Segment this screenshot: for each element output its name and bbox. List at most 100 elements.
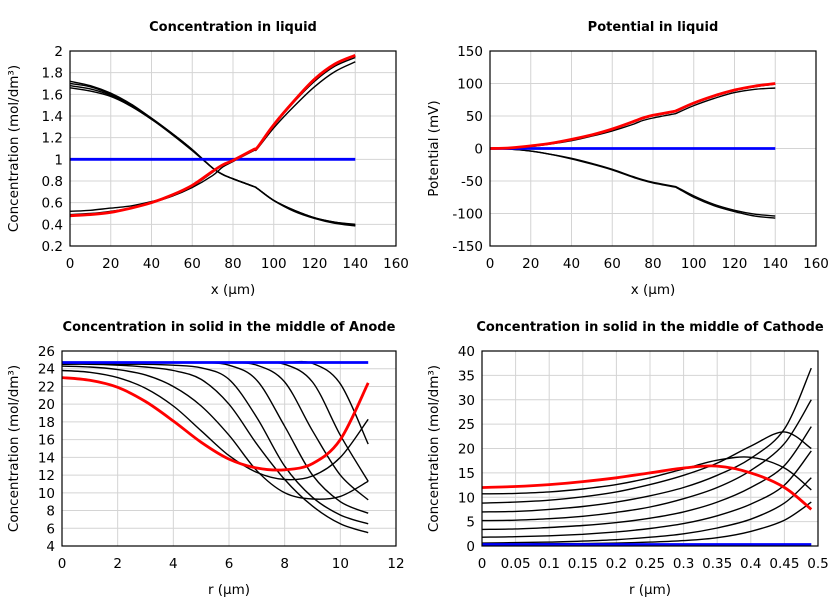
- black-series-line-7: [482, 431, 812, 504]
- x-axis-label: x (µm): [631, 282, 676, 298]
- x-tick-label: 0.45: [769, 556, 799, 572]
- x-axis-label: r (µm): [208, 582, 250, 598]
- black-series-line-8: [62, 369, 369, 481]
- x-tick-label: 0: [66, 256, 75, 272]
- y-tick-label: 0: [474, 142, 483, 158]
- black-series-line-2: [482, 477, 812, 544]
- x-tick-label: 120: [302, 256, 328, 272]
- x-tick-label: 60: [184, 256, 201, 272]
- y-tick-label: -150: [452, 239, 483, 255]
- y-tick-label: 1.4: [42, 109, 63, 125]
- x-tick-label: 8: [280, 556, 289, 572]
- black-series-line-3: [490, 147, 776, 217]
- black-series-line-6: [62, 363, 369, 534]
- y-axis-label: Potential (mV): [426, 100, 442, 196]
- black-series-line-4: [482, 426, 812, 531]
- x-tick-label: 6: [225, 556, 234, 572]
- x-axis-label: x (µm): [211, 282, 256, 298]
- y-tick-label: 150: [457, 44, 483, 60]
- black-series-line-8: [482, 456, 812, 495]
- x-tick-label: 0: [58, 556, 67, 572]
- x-tick-label: 0.25: [635, 556, 665, 572]
- series-group: [62, 360, 370, 534]
- black-series-line-5: [70, 61, 356, 212]
- x-axis-label: r (µm): [629, 582, 671, 598]
- series-group: [490, 82, 776, 219]
- black-series-line-2: [70, 82, 356, 226]
- black-series-line-6: [482, 367, 812, 513]
- black-series-line-5: [482, 399, 812, 522]
- chart-panel-2: 0 20 40 60 80 100 120 140 160 -150 -100 -50 0 50 100 15…: [426, 20, 829, 298]
- y-tick-label: 26: [38, 344, 55, 360]
- y-tick-label: 0.4: [42, 217, 63, 233]
- chart-panel-3: 0 2 4 6 8 10 12468101214161820222426Concentrat…: [6, 320, 405, 598]
- red-series-line-8: [70, 54, 356, 218]
- black-series-line-1: [62, 360, 369, 445]
- chart-title: Concentration in liquid: [149, 20, 317, 35]
- y-tick-label: 1.2: [42, 131, 63, 147]
- y-axis-label: Concentration (mol/dm³): [6, 65, 22, 232]
- y-tick-label: 6: [46, 521, 55, 537]
- x-tick-label: 2: [113, 556, 122, 572]
- chart-panel-4: 0 0.05 0.1 0.15 0.2 0.25 0.3 0.35 0.4 0.45 0.5 0 5 10…: [426, 320, 829, 598]
- y-tick-label: 20: [458, 442, 475, 458]
- series-group: [482, 367, 813, 546]
- x-tick-label: 10: [332, 556, 349, 572]
- black-series-line-1: [490, 87, 776, 150]
- red-series-line-10: [62, 376, 370, 472]
- y-tick-label: 20: [38, 397, 55, 413]
- x-tick-label: 0: [478, 556, 487, 572]
- x-tick-label: 80: [644, 256, 661, 272]
- y-tick-label: 25: [458, 417, 475, 433]
- x-tick-label: 0.1: [538, 556, 559, 572]
- y-tick-label: 8: [46, 504, 55, 520]
- x-tick-label: 0.4: [740, 556, 761, 572]
- x-tick-label: 20: [102, 256, 119, 272]
- plot-frame: [61, 350, 397, 547]
- y-tick-label: 14: [38, 450, 55, 466]
- x-tick-label: 120: [722, 256, 748, 272]
- chart-title: Concentration in solid in the middle of …: [476, 320, 824, 335]
- y-tick-label: 0.8: [42, 174, 63, 190]
- x-tick-label: 0.15: [568, 556, 598, 572]
- y-tick-label: 12: [38, 468, 55, 484]
- x-tick-label: 0: [486, 256, 495, 272]
- black-series-line-3: [482, 450, 812, 538]
- y-tick-label: 18: [38, 415, 55, 431]
- red-series-line-6: [490, 82, 776, 150]
- y-tick-label: 0.6: [42, 196, 63, 212]
- plot-frame: [481, 350, 819, 547]
- x-tick-label: 20: [522, 256, 539, 272]
- y-tick-label: 1.6: [42, 87, 63, 103]
- y-tick-label: 22: [38, 379, 55, 395]
- series-group: [70, 54, 356, 227]
- y-tick-label: 2: [54, 44, 63, 60]
- y-tick-label: 0: [466, 539, 475, 555]
- y-tick-label: -50: [461, 174, 483, 190]
- black-series-line-7: [62, 365, 369, 500]
- chart-title: Potential in liquid: [588, 20, 719, 35]
- black-series-line-3: [70, 85, 356, 227]
- x-tick-label: 4: [169, 556, 178, 572]
- y-axis-label: Concentration (mol/dm³): [426, 365, 442, 532]
- x-tick-label: 100: [261, 256, 287, 272]
- x-tick-label: 0.5: [807, 556, 828, 572]
- y-tick-label: 10: [458, 490, 475, 506]
- black-series-line-4: [70, 87, 356, 227]
- x-tick-label: 80: [224, 256, 241, 272]
- y-tick-label: 16: [38, 433, 55, 449]
- plot-frame: [69, 50, 397, 247]
- y-tick-label: -100: [452, 207, 483, 223]
- y-tick-label: 15: [458, 466, 475, 482]
- x-tick-label: 0.3: [673, 556, 694, 572]
- y-tick-label: 40: [458, 344, 475, 360]
- x-tick-label: 12: [387, 556, 404, 572]
- y-axis-label: Concentration (mol/dm³): [6, 365, 22, 532]
- plot-frame: [489, 50, 817, 247]
- chart-panel-1: 0 20 40 60 80 100 120 140 160 0.2 0.4 0.6 0.8 1 1.2 1.4…: [6, 20, 409, 298]
- y-tick-label: 1.8: [42, 66, 63, 82]
- y-tick-label: 24: [38, 362, 55, 378]
- y-tick-label: 10: [38, 486, 55, 502]
- red-series-line-10: [482, 464, 813, 511]
